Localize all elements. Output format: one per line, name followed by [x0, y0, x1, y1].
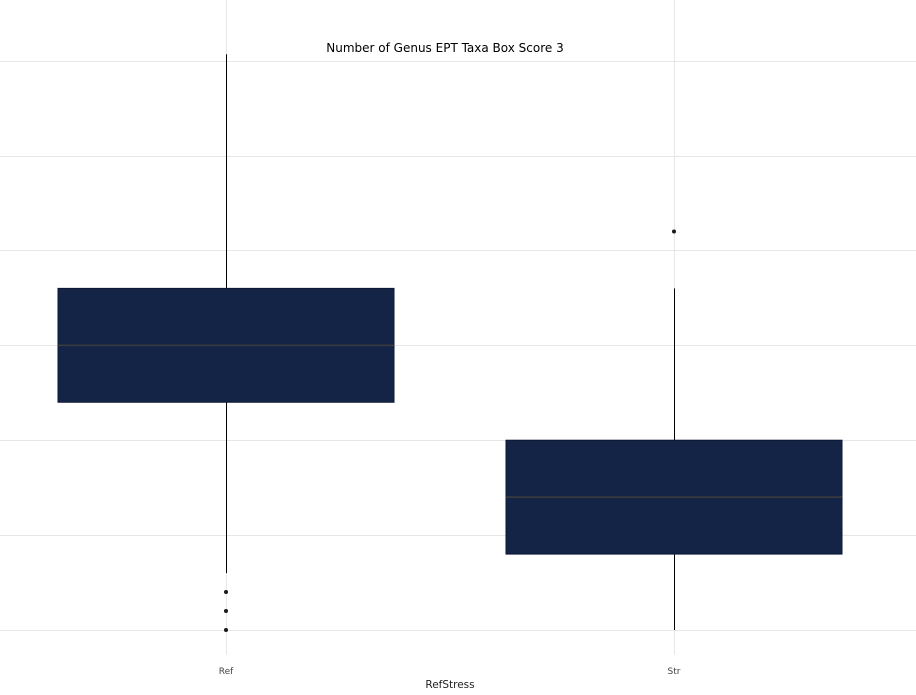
x-tick-label-str: Str	[668, 667, 681, 677]
x-tick-labels: Ref Str	[219, 667, 681, 677]
x-tick-label-ref: Ref	[219, 667, 234, 677]
chart-title: Number of Genus EPT Taxa Box Score 3	[326, 41, 563, 55]
outlier-point-ref	[224, 590, 228, 595]
box-layer	[57, 54, 843, 630]
x-axis-title: RefStress	[425, 679, 474, 691]
outlier-point-ref	[224, 628, 228, 632]
outlier-point-str	[672, 229, 676, 234]
outlier-layer	[224, 229, 676, 632]
outlier-point-ref	[224, 609, 228, 614]
